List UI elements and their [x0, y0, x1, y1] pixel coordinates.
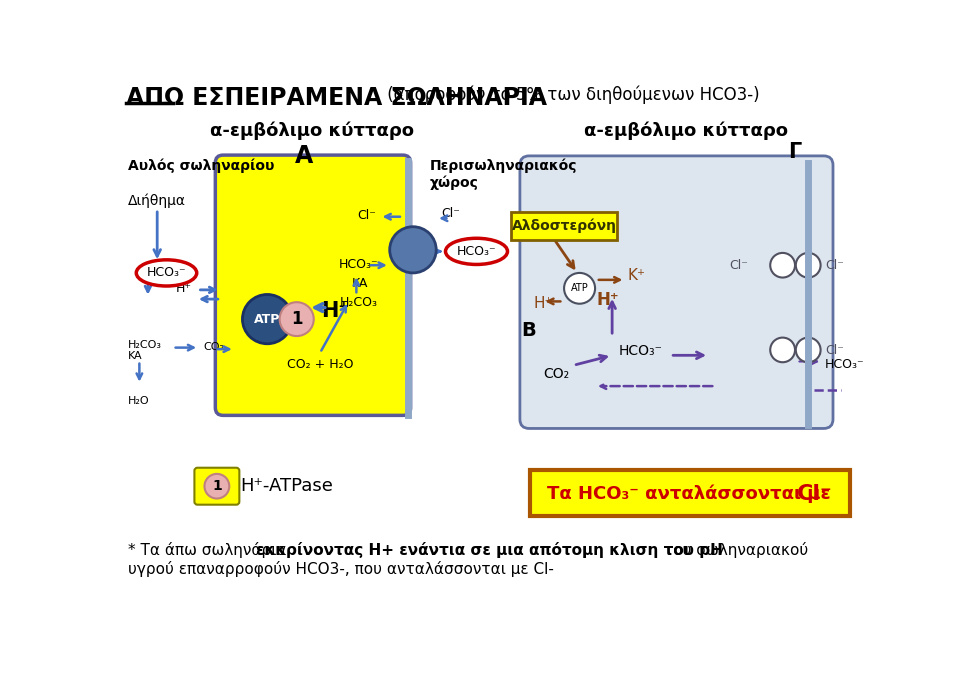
Text: Cl⁻: Cl⁻: [826, 259, 844, 272]
Text: Διήθημα: Διήθημα: [128, 193, 185, 208]
Text: H⁺-ATPase: H⁺-ATPase: [240, 477, 333, 495]
FancyBboxPatch shape: [520, 156, 833, 428]
FancyBboxPatch shape: [215, 155, 411, 415]
Circle shape: [204, 474, 229, 499]
Text: Αλδοστερόνη: Αλδοστερόνη: [512, 219, 616, 233]
Text: H⁺: H⁺: [533, 296, 553, 311]
Text: Cl⁻: Cl⁻: [357, 209, 376, 222]
Text: HCO₃⁻: HCO₃⁻: [826, 358, 865, 371]
Text: 1: 1: [212, 479, 222, 493]
Text: Cl⁻: Cl⁻: [797, 484, 832, 504]
Text: HCO₃⁻: HCO₃⁻: [619, 344, 662, 358]
Text: H⁺: H⁺: [176, 282, 192, 295]
Text: HCO₃⁻: HCO₃⁻: [339, 257, 378, 270]
Text: * Τα άπω σωληνάρια: * Τα άπω σωληνάρια: [128, 542, 291, 559]
Circle shape: [390, 227, 436, 273]
Circle shape: [564, 273, 595, 304]
Text: (αποροφούν το 5% των διηθούμενων HCO3-): (αποροφούν το 5% των διηθούμενων HCO3-): [382, 86, 759, 104]
Text: Cl⁻: Cl⁻: [729, 259, 748, 272]
Text: υγρού επαναρροφούν HCO3-, που ανταλάσσονται με Cl-: υγρού επαναρροφούν HCO3-, που ανταλάσσον…: [128, 561, 554, 577]
Text: H₂O: H₂O: [128, 396, 150, 406]
Text: CO₂: CO₂: [203, 342, 224, 352]
Text: H⁺: H⁺: [597, 292, 619, 309]
Text: 1: 1: [291, 310, 302, 328]
Text: CO₂ + H₂O: CO₂ + H₂O: [287, 358, 353, 371]
Circle shape: [770, 337, 795, 362]
Text: KA: KA: [352, 277, 369, 290]
Text: A: A: [295, 143, 313, 167]
Text: HCO₃⁻: HCO₃⁻: [457, 245, 496, 258]
Circle shape: [796, 253, 821, 277]
Text: Τα HCO₃⁻ ανταλάσσονται με: Τα HCO₃⁻ ανταλάσσονται με: [547, 485, 837, 503]
FancyBboxPatch shape: [530, 470, 850, 516]
FancyBboxPatch shape: [512, 212, 616, 240]
Circle shape: [243, 294, 292, 344]
Text: Cl⁻: Cl⁻: [826, 344, 844, 357]
Text: K⁺: K⁺: [628, 268, 646, 283]
Text: ΑΠΩ ΕΣΠΕΙΡΑΜΕΝΑ ΣΩΛΗΝΑΡΙΑ: ΑΠΩ ΕΣΠΕΙΡΑΜΕΝΑ ΣΩΛΗΝΑΡΙΑ: [126, 86, 547, 110]
Text: ATP: ATP: [254, 313, 280, 326]
Text: B: B: [521, 320, 537, 339]
Ellipse shape: [136, 260, 197, 286]
Text: CO₂: CO₂: [543, 367, 569, 381]
Text: H₂CO₃: H₂CO₃: [340, 296, 377, 309]
Text: α-εμβόλιμο κύτταρο: α-εμβόλιμο κύτταρο: [210, 122, 414, 141]
Circle shape: [796, 337, 821, 362]
Ellipse shape: [445, 238, 508, 264]
FancyBboxPatch shape: [194, 468, 239, 505]
Text: HCO₃⁻: HCO₃⁻: [147, 266, 186, 279]
Text: H₂CO₃: H₂CO₃: [128, 340, 161, 350]
Text: H⁺: H⁺: [322, 301, 349, 322]
Text: του σωληναριακού: του σωληναριακού: [659, 542, 808, 559]
Text: α-εμβόλιμο κύτταρο: α-εμβόλιμο κύτταρο: [584, 122, 788, 141]
Circle shape: [279, 302, 314, 336]
Text: ATP: ATP: [570, 283, 588, 293]
Text: Περισωληναριακός
χώρος: Περισωληναριακός χώρος: [430, 159, 578, 191]
Circle shape: [770, 253, 795, 277]
Text: Cl⁻: Cl⁻: [442, 208, 461, 221]
Text: KA: KA: [128, 352, 142, 361]
Text: Γ: Γ: [787, 142, 801, 162]
Text: εκκρίνοντας Η+ ενάντια σε μια απότομη κλιση του pH: εκκρίνοντας Η+ ενάντια σε μια απότομη κλ…: [255, 542, 723, 559]
Text: Αυλός σωληναρίου: Αυλός σωληναρίου: [128, 159, 275, 173]
